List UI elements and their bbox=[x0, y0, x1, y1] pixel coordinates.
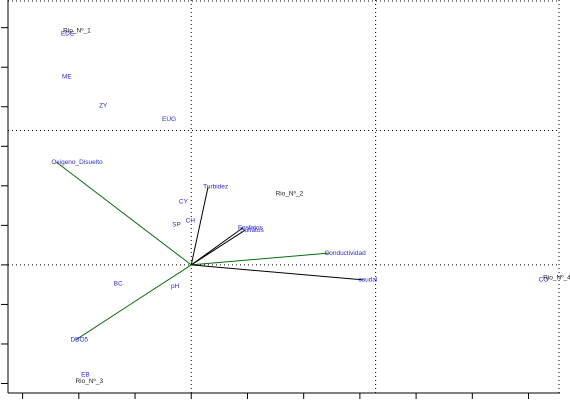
species-label: EDE bbox=[61, 31, 75, 38]
species-label: EB bbox=[81, 372, 90, 379]
vector-label: Oxigeno_Disuelto bbox=[51, 159, 103, 166]
vector-label: Conductividad bbox=[325, 250, 367, 257]
species-label: CH bbox=[186, 217, 196, 224]
site-label: Rio_Nº_3 bbox=[75, 378, 103, 385]
vector-arrow bbox=[191, 252, 330, 266]
vector-arrow bbox=[75, 264, 192, 341]
site-label: Rio_Nº_1 bbox=[63, 28, 91, 35]
vector-arrow bbox=[190, 227, 244, 266]
vector-label: Fosfatos bbox=[238, 224, 264, 231]
vector-label: Sulfatos bbox=[240, 227, 264, 234]
vector-arrow bbox=[191, 264, 364, 281]
species-label: CY bbox=[179, 198, 189, 205]
vector-label: Turbidez bbox=[203, 183, 228, 190]
vector-arrow bbox=[56, 161, 192, 266]
vector-arrow bbox=[190, 186, 209, 266]
site-label: Rio_Nº_2 bbox=[276, 190, 304, 197]
vector-label: caudal bbox=[358, 277, 378, 284]
vector-arrow bbox=[190, 229, 246, 266]
species-label: pH bbox=[171, 283, 180, 290]
species-label: ZY bbox=[99, 103, 108, 110]
species-label: ME bbox=[62, 73, 72, 80]
species-label: CO bbox=[539, 277, 549, 284]
site-label: Rio_Nº_4 bbox=[543, 274, 570, 281]
species-label: EUG bbox=[162, 116, 176, 123]
species-label: SP bbox=[172, 221, 181, 228]
vector-label: DBO5 bbox=[70, 337, 88, 344]
species-label: BC bbox=[114, 281, 123, 288]
